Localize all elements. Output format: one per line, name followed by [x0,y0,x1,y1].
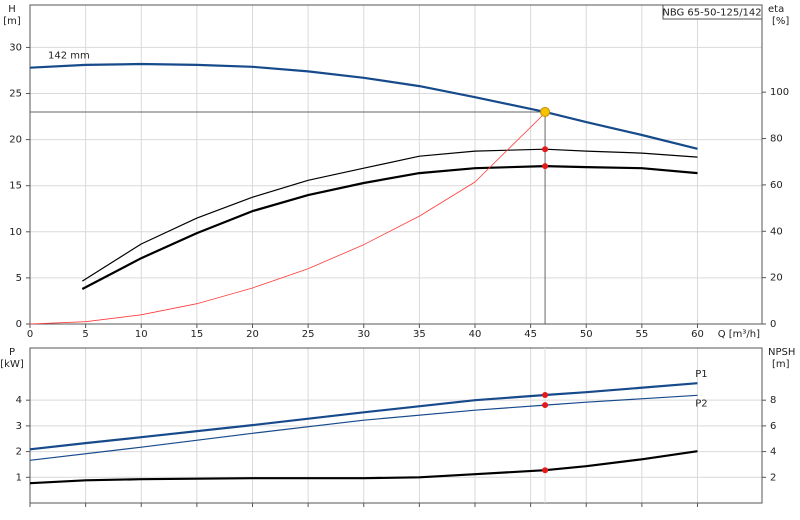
y-tick-label: 4 [16,395,22,406]
x-tick-label: 55 [635,329,648,340]
x-tick-label: 25 [302,329,315,340]
curve [29,62,698,150]
plot-layer: 0 5 10 15 20 25 30 35 40 45 50 55 60 0 5 10 15 20 25 30 0 20 4… [0,4,795,507]
y-tick-label: 25 [9,89,22,100]
curve [29,394,698,461]
y2-tick-label: 40 [770,226,783,237]
curve [81,165,698,290]
x-tick-label: 0 [27,329,33,340]
y2-tick-label: 6 [770,421,776,432]
curve [29,450,698,485]
series-label: P1 [695,369,707,380]
x-tick-label: 45 [524,329,537,340]
y2-tick-label: 20 [770,273,783,284]
operating-point [540,106,551,117]
x-tick-label: 60 [691,329,704,340]
duty-dot [542,467,549,474]
y-axis-label: H [8,4,16,15]
y2-tick-label: 100 [770,87,789,98]
y-tick-label: 3 [16,421,22,432]
x-tick-label: 35 [413,329,426,340]
y-tick-label: 5 [16,273,22,284]
y-tick-label: 10 [9,227,22,238]
y-tick-label: 15 [9,181,22,192]
y2-tick-label: 8 [770,395,776,406]
x-tick-label: 5 [82,329,88,340]
y2-axis-unit: [%] [772,16,789,27]
duty-dot [542,163,549,170]
y-axis-unit: [kW] [0,359,24,370]
chart-title: NBG 65-50-125/142 [662,8,761,19]
x-tick-label: 20 [246,329,259,340]
curve [29,382,698,451]
series-label: 142 mm [48,51,90,62]
y-axis-label: P [9,347,15,358]
x-axis-label: Q [m³/h] [718,329,760,340]
y2-tick-label: 2 [770,472,776,483]
y-tick-label: 20 [9,135,22,146]
curve [81,148,698,282]
y-axis-unit: [m] [3,16,21,27]
y2-axis-label: NPSH [768,347,795,358]
plot-frame [29,347,763,504]
x-tick-label: 10 [135,329,148,340]
y2-axis-label: eta [768,4,784,15]
series-label: P2 [695,398,707,409]
y-tick-label: 2 [16,447,22,458]
duty-dot [542,392,549,399]
y-tick-label: 1 [16,472,22,483]
panel: 1 2 3 4 2 4 6 8 P[kW] NPSH[m] P1 P2 [0,347,795,507]
x-tick-label: 50 [580,329,593,340]
curve [29,112,546,325]
y2-tick-label: 60 [770,180,783,191]
duty-dot [542,146,549,153]
plot-frame [29,4,763,325]
title-box [662,4,763,20]
y-tick-label: 0 [16,319,22,330]
y2-tick-label: 0 [770,319,776,330]
y2-tick-label: 80 [770,134,783,145]
x-tick-label: 15 [191,329,204,340]
x-tick-label: 30 [357,329,370,340]
y2-tick-label: 4 [770,447,776,458]
panel: 0 5 10 15 20 25 30 35 40 45 50 55 60 0 5 10 15 20 25 30 0 20 4… [3,4,789,340]
duty-dot [542,402,549,409]
y2-axis-unit: [m] [772,359,790,370]
x-tick-label: 40 [469,329,482,340]
y-tick-label: 30 [9,42,22,53]
